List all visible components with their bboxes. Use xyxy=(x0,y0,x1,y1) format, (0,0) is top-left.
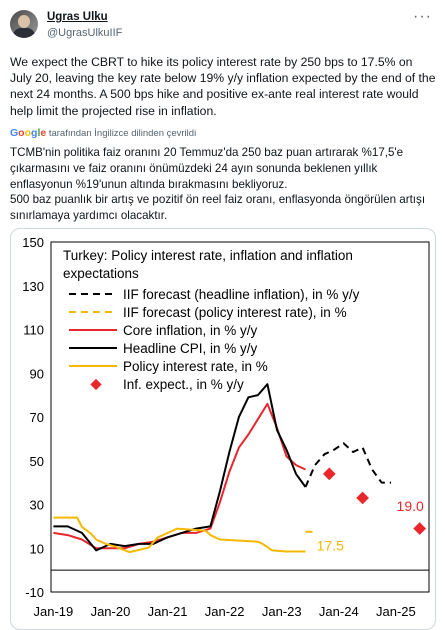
inf-expect-marker xyxy=(413,522,427,535)
annotation-policy-rate: 17.5 xyxy=(317,537,344,553)
google-logo-icon: Google xyxy=(10,127,47,139)
chart-axes: -10 10 30 50 70 90 110 130 150 Jan-19 Jan-20 Jan-21… xyxy=(22,235,430,619)
translated-text: TCMB'nin politika faiz oranını 20 Temmuz… xyxy=(10,145,436,224)
avatar-body xyxy=(13,28,35,38)
series-line-3 xyxy=(53,383,307,552)
x-tick-label: Jan-20 xyxy=(91,604,131,619)
series-line-0 xyxy=(304,442,392,488)
x-tick-label: Jan-22 xyxy=(205,604,245,619)
plot-frame xyxy=(50,241,430,593)
avatar-face xyxy=(18,15,30,28)
legend-label: Core inflation, in % y/y xyxy=(123,323,258,338)
y-tick-label: 130 xyxy=(22,279,44,294)
legend-label: IIF forecast (headline inflation), in % … xyxy=(123,287,360,302)
chart-series: 17.5 19.0 xyxy=(53,383,427,554)
chart-legend: Turkey: Policy interest rate, inflation … xyxy=(63,248,360,392)
more-options-icon[interactable]: ··· xyxy=(413,8,432,25)
legend-label: IIF forecast (policy interest rate), in … xyxy=(123,305,347,320)
chart-svg: Turkey: Policy interest rate, inflation … xyxy=(22,235,430,619)
tweet-text: We expect the CBRT to hike its policy in… xyxy=(10,55,436,118)
annotation-inflation-expectation: 19.0 xyxy=(397,498,424,514)
y-tick-label: 50 xyxy=(30,454,44,469)
x-tick-label: Jan-23 xyxy=(262,604,302,619)
translation-label: tarafından İngilizce dilinden çevrildi xyxy=(48,128,197,139)
x-tick-label: Jan-19 xyxy=(34,604,74,619)
legend-label: Inf. expect., in % y/y xyxy=(123,377,244,392)
y-tick-label: -10 xyxy=(25,585,44,600)
y-tick-label: 70 xyxy=(30,410,44,425)
series-line-4 xyxy=(53,516,306,554)
y-tick-label: 10 xyxy=(30,541,44,556)
translated-paragraph-1: TCMB'nin politika faiz oranını 20 Temmuz… xyxy=(10,146,404,191)
series-line-2 xyxy=(53,402,306,550)
legend-label: Headline CPI, in % y/y xyxy=(123,341,258,356)
y-tick-label: 90 xyxy=(30,366,44,381)
avatar[interactable] xyxy=(10,10,38,38)
legend-label: Policy interest rate, in % xyxy=(123,359,268,374)
x-tick-label: Jan-24 xyxy=(319,604,359,619)
chart-title-line-2: expectations xyxy=(63,266,139,281)
x-tick-label: Jan-25 xyxy=(376,604,416,619)
y-tick-label: 110 xyxy=(23,323,44,338)
legend-swatch-marker xyxy=(90,378,102,391)
translation-attribution: Google tarafından İngilizce dilinden çev… xyxy=(10,127,196,139)
translated-paragraph-2: 500 baz puanlık bir artış ve pozitif ön … xyxy=(10,193,426,223)
inf-expect-marker xyxy=(322,467,336,481)
author-handle[interactable]: @UgrasUlkuIIF xyxy=(47,27,123,39)
author-name[interactable]: Ugras Ulku xyxy=(47,11,108,23)
chart-title: Turkey: Policy interest rate, inflation … xyxy=(63,248,353,263)
y-tick-label: 150 xyxy=(22,235,44,250)
chart-image[interactable]: Turkey: Policy interest rate, inflation … xyxy=(10,228,436,630)
x-tick-label: Jan-21 xyxy=(148,604,188,619)
inf-expect-marker xyxy=(356,491,369,505)
y-tick-label: 30 xyxy=(30,498,44,513)
